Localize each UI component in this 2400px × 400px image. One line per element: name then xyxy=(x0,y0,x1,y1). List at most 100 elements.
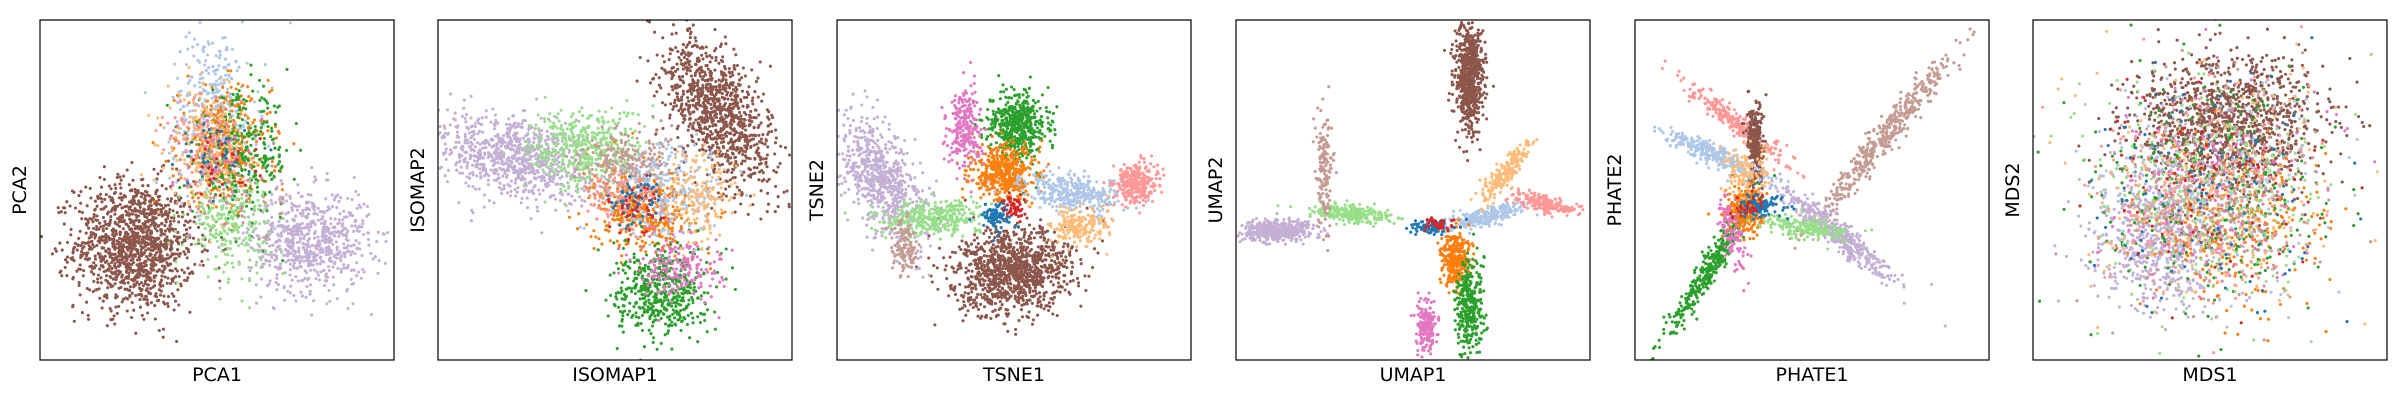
scatter-point xyxy=(288,21,292,25)
scatter-point xyxy=(169,216,173,220)
scatter-point xyxy=(336,222,340,226)
scatter-point xyxy=(265,259,269,263)
scatter-point xyxy=(114,305,118,309)
scatter-point xyxy=(306,212,310,216)
scatter-point xyxy=(278,215,282,219)
scatter-point xyxy=(135,280,139,284)
scatter-point xyxy=(185,232,189,236)
scatter-point xyxy=(125,270,129,274)
scatter-point xyxy=(152,178,156,182)
scatter-point xyxy=(322,211,326,215)
scatter-point xyxy=(273,122,277,126)
y-axis-label: PCA2 xyxy=(9,165,31,215)
scatter-point xyxy=(307,237,311,241)
scatter-point xyxy=(124,296,128,300)
scatter-point xyxy=(85,253,89,257)
scatter-point xyxy=(697,92,701,96)
scatter-point xyxy=(146,225,150,229)
scatter-point xyxy=(103,234,107,238)
scatter-point xyxy=(237,164,241,168)
scatter-point xyxy=(240,101,244,105)
scatter-point xyxy=(158,260,162,264)
scatter-point xyxy=(737,151,741,155)
scatter-point xyxy=(207,189,211,193)
scatter-point xyxy=(100,255,104,259)
scatter-point xyxy=(711,99,715,103)
scatter-point xyxy=(169,248,173,252)
scatter-point xyxy=(253,209,257,213)
scatter-point xyxy=(96,277,100,281)
scatter-point xyxy=(384,239,388,244)
scatter-point xyxy=(263,63,267,67)
scatter-point xyxy=(310,243,315,247)
scatter-point xyxy=(689,74,694,78)
scatter-point xyxy=(188,109,192,113)
scatter-point xyxy=(260,160,264,164)
scatter-point xyxy=(172,219,176,223)
scatter-point xyxy=(202,117,206,121)
scatter-point xyxy=(252,248,257,253)
scatter-point xyxy=(226,69,230,73)
scatter-point xyxy=(503,171,507,175)
scatter-point xyxy=(307,251,312,255)
scatter-point xyxy=(698,87,702,92)
scatter-point xyxy=(134,208,138,212)
scatter-point xyxy=(683,114,687,118)
scatter-point xyxy=(194,93,198,97)
scatter-point xyxy=(693,36,697,40)
scatter-point xyxy=(146,257,150,261)
scatter-point xyxy=(365,204,369,209)
scatter-point xyxy=(274,187,278,191)
scatter-point xyxy=(145,298,149,302)
scatter-point xyxy=(652,94,656,98)
scatter-point xyxy=(128,238,132,242)
scatter-point xyxy=(130,263,134,267)
scatter-point xyxy=(118,182,122,186)
scatter-point xyxy=(226,171,230,175)
scatter-point xyxy=(224,198,228,202)
scatter-point xyxy=(123,235,127,239)
scatter-point xyxy=(120,246,124,250)
scatter-point xyxy=(258,174,262,178)
scatter-point xyxy=(722,140,726,144)
scatter-point xyxy=(149,301,153,305)
scatter-point xyxy=(736,116,740,121)
scatter-point xyxy=(270,138,275,142)
scatter-point xyxy=(199,210,203,214)
scatter-point xyxy=(161,335,165,339)
scatter-point xyxy=(313,231,317,235)
scatter-point xyxy=(343,255,347,259)
scatter-point xyxy=(457,152,461,156)
scatter-point xyxy=(93,265,97,269)
scatter-point xyxy=(721,144,725,148)
scatter-point xyxy=(160,115,164,119)
scatter-point xyxy=(339,270,343,274)
scatter-point xyxy=(737,134,742,139)
scatter-point xyxy=(198,145,202,149)
scatter-point xyxy=(79,253,83,257)
scatter-point xyxy=(191,158,196,162)
scatter-point xyxy=(184,62,188,67)
scatter-point xyxy=(285,249,289,253)
scatter-point xyxy=(684,61,688,65)
scatter-point xyxy=(293,251,297,255)
scatter-point xyxy=(783,146,788,150)
scatter-point xyxy=(86,258,90,262)
scatter-point xyxy=(354,189,358,194)
scatter-point xyxy=(153,143,157,147)
scatter-point xyxy=(257,132,261,137)
scatter-point xyxy=(160,269,164,273)
scatter-point xyxy=(312,259,317,263)
scatter-points xyxy=(40,20,394,370)
scatter-point xyxy=(705,109,709,113)
scatter-point xyxy=(119,367,122,370)
scatter-point xyxy=(308,253,312,257)
scatter-point xyxy=(187,121,191,125)
scatter-point xyxy=(216,109,221,113)
scatter-point xyxy=(308,289,312,293)
scatter-point xyxy=(484,145,488,150)
scatter-point xyxy=(268,110,272,114)
scatter-point xyxy=(237,103,241,107)
scatter-point xyxy=(284,193,288,197)
scatter-point xyxy=(145,301,149,306)
